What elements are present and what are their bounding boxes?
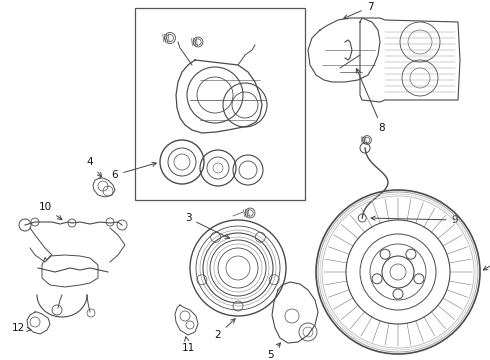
Text: 7: 7: [343, 2, 373, 19]
Text: 10: 10: [38, 202, 62, 220]
Text: 5: 5: [267, 343, 280, 360]
Text: 11: 11: [181, 337, 195, 353]
Text: 4: 4: [87, 157, 101, 177]
Text: 12: 12: [11, 323, 31, 333]
Text: 3: 3: [185, 213, 229, 238]
Text: 1: 1: [483, 255, 490, 270]
Bar: [135, 8, 305, 200]
Text: 6: 6: [112, 162, 156, 180]
Text: 9: 9: [371, 215, 458, 225]
Text: 2: 2: [215, 319, 235, 340]
Text: 8: 8: [356, 68, 385, 133]
